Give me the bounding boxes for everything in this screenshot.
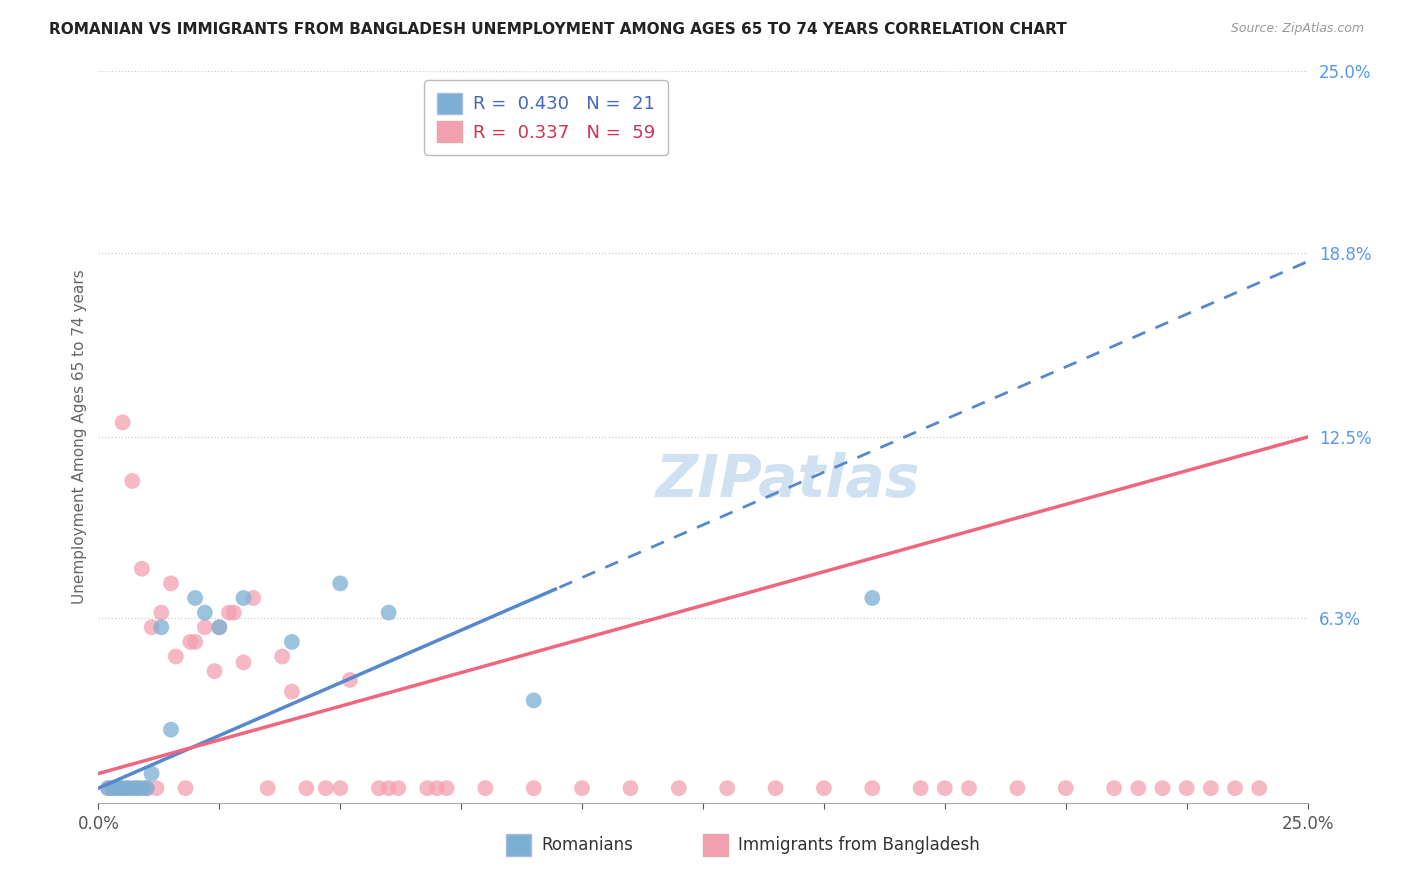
Point xyxy=(208,620,231,634)
Point xyxy=(315,781,337,796)
Point xyxy=(121,781,143,796)
Legend: R =  0.430   N =  21, R =  0.337   N =  59: R = 0.430 N = 21, R = 0.337 N = 59 xyxy=(425,80,668,154)
Point xyxy=(184,635,207,649)
Point xyxy=(281,635,304,649)
Text: ROMANIAN VS IMMIGRANTS FROM BANGLADESH UNEMPLOYMENT AMONG AGES 65 TO 74 YEARS CO: ROMANIAN VS IMMIGRANTS FROM BANGLADESH U… xyxy=(49,22,1067,37)
Point xyxy=(1249,781,1271,796)
Point xyxy=(368,781,391,796)
Point xyxy=(107,781,129,796)
Text: Romanians: Romanians xyxy=(541,836,633,855)
Point xyxy=(117,781,139,796)
Point xyxy=(131,562,153,576)
Point xyxy=(1007,781,1029,796)
Point xyxy=(184,591,207,605)
Y-axis label: Unemployment Among Ages 65 to 74 years: Unemployment Among Ages 65 to 74 years xyxy=(72,269,87,605)
Point xyxy=(1223,781,1246,796)
Point xyxy=(860,591,883,605)
Text: Source: ZipAtlas.com: Source: ZipAtlas.com xyxy=(1230,22,1364,36)
Point xyxy=(387,781,409,796)
Point xyxy=(165,649,187,664)
Point xyxy=(127,781,149,796)
Point xyxy=(571,781,593,796)
Point xyxy=(160,723,183,737)
Point xyxy=(174,781,197,796)
Point xyxy=(523,693,546,707)
Point xyxy=(1128,781,1150,796)
Point xyxy=(813,781,835,796)
Point xyxy=(131,781,153,796)
Point xyxy=(619,781,641,796)
Point xyxy=(97,781,120,796)
Point xyxy=(242,591,264,605)
Point xyxy=(117,781,139,796)
Point xyxy=(426,781,449,796)
Point xyxy=(860,781,883,796)
Point xyxy=(474,781,496,796)
Point xyxy=(256,781,278,796)
Point xyxy=(194,606,217,620)
Point xyxy=(160,576,183,591)
Point xyxy=(135,781,157,796)
Point xyxy=(208,620,231,634)
Point xyxy=(910,781,932,796)
Point xyxy=(1199,781,1222,796)
Point xyxy=(111,416,134,430)
Point xyxy=(194,620,217,634)
Text: ZIPatlas: ZIPatlas xyxy=(655,452,920,509)
Point xyxy=(127,781,149,796)
Point xyxy=(934,781,956,796)
Point xyxy=(329,781,352,796)
Point xyxy=(1152,781,1174,796)
Point xyxy=(271,649,294,664)
Point xyxy=(150,606,173,620)
Point xyxy=(668,781,690,796)
Point xyxy=(416,781,439,796)
Point xyxy=(232,591,254,605)
Point xyxy=(281,684,304,698)
Point xyxy=(135,781,157,796)
Point xyxy=(141,766,163,780)
Point xyxy=(111,781,134,796)
Point xyxy=(150,620,173,634)
Point xyxy=(377,606,399,620)
Point xyxy=(957,781,980,796)
Point xyxy=(436,781,458,796)
Point xyxy=(101,781,124,796)
Point xyxy=(111,781,134,796)
Point xyxy=(295,781,318,796)
Point xyxy=(1054,781,1077,796)
Text: Immigrants from Bangladesh: Immigrants from Bangladesh xyxy=(738,836,980,855)
Point xyxy=(232,656,254,670)
Point xyxy=(141,620,163,634)
Point xyxy=(97,781,120,796)
Point xyxy=(218,606,240,620)
Point xyxy=(523,781,546,796)
Point xyxy=(765,781,787,796)
Point xyxy=(716,781,738,796)
Point xyxy=(121,474,143,488)
Point xyxy=(101,781,124,796)
Point xyxy=(1175,781,1198,796)
Point xyxy=(179,635,201,649)
Point xyxy=(339,673,361,687)
Point xyxy=(222,606,245,620)
Point xyxy=(107,781,129,796)
Point xyxy=(1102,781,1125,796)
Point xyxy=(145,781,167,796)
Point xyxy=(377,781,399,796)
Point xyxy=(329,576,352,591)
Point xyxy=(204,664,226,678)
